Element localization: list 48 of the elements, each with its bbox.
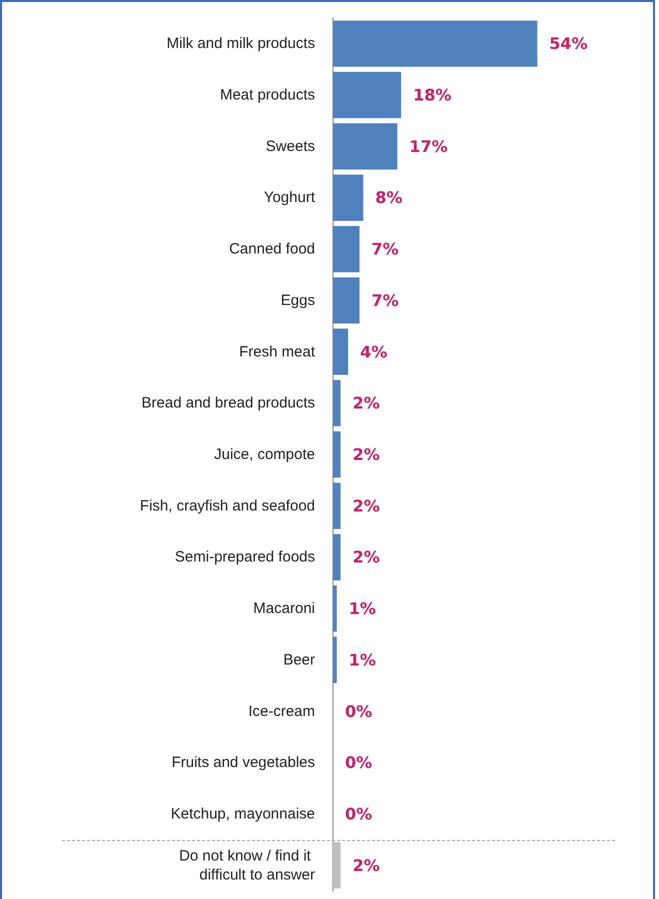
- bar: [333, 534, 341, 580]
- y-tick-label: Milk and milk products: [166, 35, 315, 52]
- data-label: 4%: [360, 342, 388, 362]
- data-label: 1%: [348, 650, 376, 670]
- bar: [333, 585, 337, 632]
- bar: [333, 72, 402, 118]
- bar: [333, 482, 341, 529]
- data-label: 18%: [413, 86, 452, 105]
- bar: [333, 20, 538, 67]
- bar: [333, 842, 341, 888]
- data-label: 2%: [352, 496, 380, 516]
- y-tick-label: Bread and bread products: [142, 394, 315, 412]
- data-label: 17%: [409, 136, 448, 156]
- data-label: 8%: [375, 188, 402, 208]
- data-label: 7%: [371, 240, 399, 259]
- bar: [333, 174, 364, 221]
- y-tick-label: Sweets: [266, 138, 315, 155]
- bar: [333, 277, 360, 324]
- bar: [333, 328, 348, 375]
- y-tick-label: Yoghurt: [264, 189, 316, 206]
- bar: [333, 431, 341, 478]
- y-tick-label: Eggs: [280, 292, 315, 309]
- y-tick-label: Semi-prepared foods: [174, 548, 315, 566]
- y-tick-label: Macaroni: [253, 600, 315, 618]
- bar: [333, 636, 337, 684]
- y-tick-label: Meat products: [220, 86, 315, 104]
- bar: [333, 380, 341, 426]
- data-label: 2%: [352, 548, 380, 567]
- y-tick-label: Fresh meat: [239, 343, 316, 360]
- bar: [333, 123, 398, 170]
- data-label: 0%: [345, 804, 372, 824]
- data-label: 2%: [352, 445, 380, 464]
- data-label: 7%: [371, 290, 399, 310]
- y-tick-label: Beer: [283, 651, 315, 668]
- y-tick-label: Ice-cream: [248, 702, 315, 720]
- data-label: 2%: [352, 394, 380, 413]
- y-tick-label: Fish, crayfish and seafood: [140, 497, 315, 514]
- y-tick-label: Ketchup, mayonnaise: [170, 805, 315, 822]
- data-label: 1%: [348, 599, 376, 618]
- y-tick-label: Juice, compote: [214, 446, 315, 463]
- y-tick-label: Fruits and vegetables: [172, 754, 315, 772]
- data-label: 2%: [352, 856, 380, 875]
- bar: [333, 226, 360, 272]
- data-label: 54%: [549, 34, 588, 54]
- data-label: 0%: [345, 753, 372, 772]
- y-tick-label: Do not know / find it difficult to answer: [179, 847, 315, 884]
- y-tick-label: Canned food: [229, 240, 315, 258]
- data-label: 0%: [345, 702, 372, 721]
